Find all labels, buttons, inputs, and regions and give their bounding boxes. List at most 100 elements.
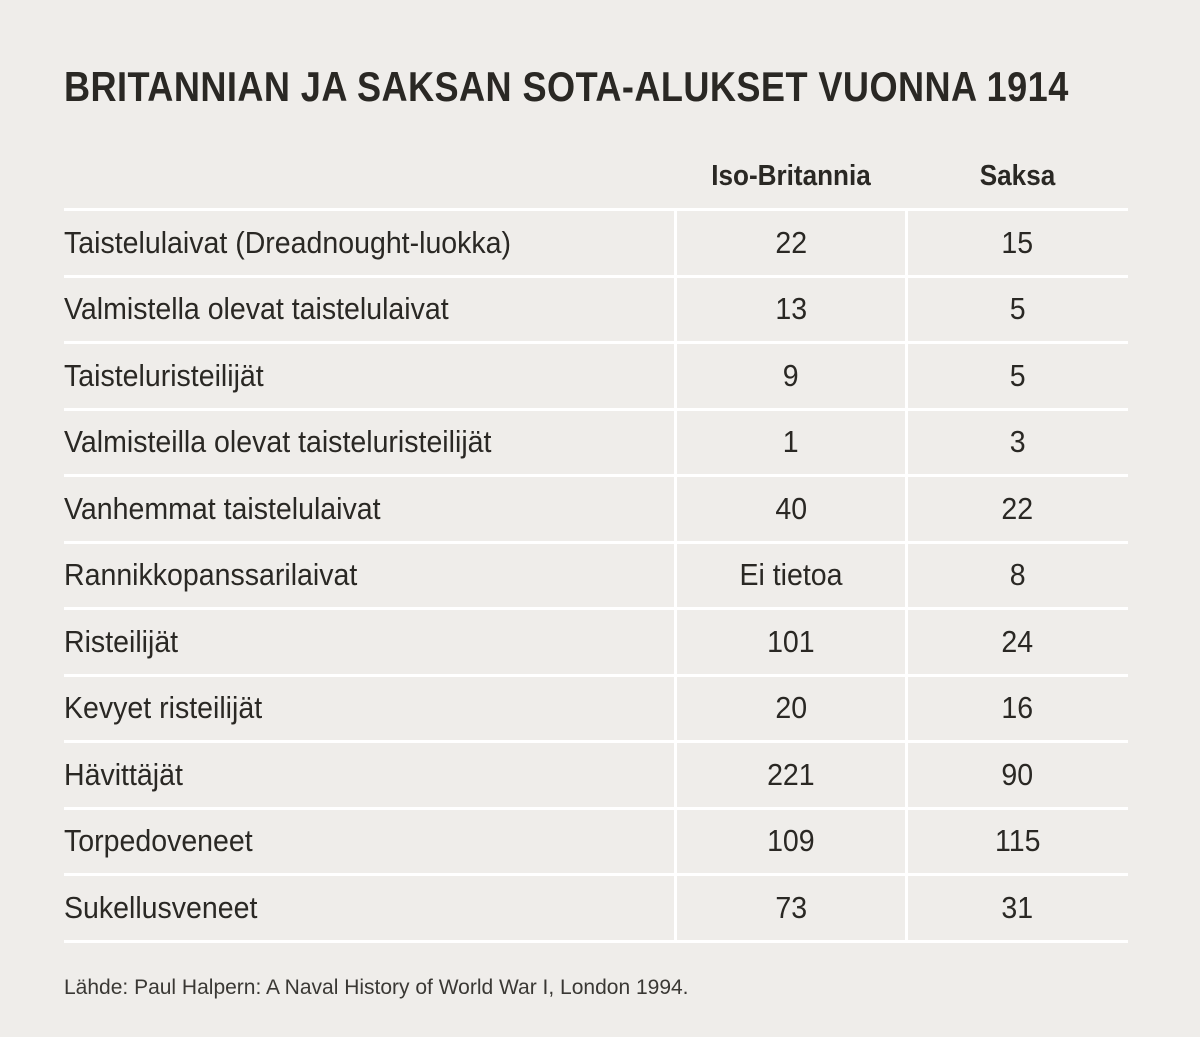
cell-iso-britannia-value: 22 <box>775 224 807 260</box>
row-divider <box>64 341 1128 344</box>
column-header-saksa: Saksa <box>979 160 1056 192</box>
cell-saksa: 90 <box>907 743 1128 807</box>
column-divider <box>674 410 677 474</box>
cell-saksa: 24 <box>907 610 1128 674</box>
cell-saksa-value: 5 <box>1009 291 1026 327</box>
column-divider <box>674 344 677 408</box>
column-divider <box>674 477 677 541</box>
column-divider <box>674 809 677 873</box>
cell-iso-britannia: 9 <box>676 344 906 408</box>
row-label-text: Sukellusveneet <box>64 889 258 925</box>
cell-iso-britannia: 221 <box>676 743 906 807</box>
row-label-text: Kevyet risteilijät <box>64 690 263 726</box>
cell-saksa: 3 <box>907 411 1128 475</box>
column-divider <box>674 610 677 674</box>
cell-iso-britannia: 20 <box>676 677 906 741</box>
cell-saksa-value: 3 <box>1009 424 1026 460</box>
cell-iso-britannia: Ei tietoa <box>676 544 906 608</box>
column-divider <box>674 543 677 607</box>
cell-saksa-value: 24 <box>1001 623 1034 659</box>
row-divider <box>64 474 1128 477</box>
row-label: Valmistella olevat taistelulaivat <box>64 278 674 342</box>
row-label: Vanhemmat taistelulaivat <box>64 477 674 541</box>
row-label: Hävittäjät <box>64 743 674 807</box>
row-label-text: Valmistella olevat taistelulaivat <box>64 291 449 327</box>
column-divider <box>674 277 677 341</box>
cell-iso-britannia-value: 20 <box>775 690 807 726</box>
table-row: Taisteluristeilijät 9 5 <box>64 344 1128 408</box>
cell-saksa-value: 31 <box>1001 889 1034 925</box>
table-row: Kevyet risteilijät 20 16 <box>64 676 1128 741</box>
cell-saksa: 5 <box>907 344 1128 408</box>
row-label: Valmisteilla olevat taisteluristeilijät <box>64 411 674 475</box>
row-label: Taisteluristeilijät <box>64 344 674 408</box>
row-label-text: Valmisteilla olevat taisteluristeilijät <box>64 424 492 460</box>
table-row: Valmistella olevat taistelulaivat 13 5 <box>64 277 1128 342</box>
row-label: Rannikkopanssarilaivat <box>64 544 674 608</box>
column-divider <box>905 743 908 807</box>
cell-iso-britannia-value: 109 <box>767 823 815 859</box>
table-row: Hävittäjät 221 90 <box>64 743 1128 807</box>
table-row: Vanhemmat taistelulaivat 40 22 <box>64 477 1128 541</box>
cell-iso-britannia-value: 13 <box>775 291 807 327</box>
column-header-iso-britannia: Iso-Britannia <box>711 160 871 192</box>
cell-saksa-value: 22 <box>1001 490 1034 526</box>
cell-iso-britannia: 109 <box>676 810 906 874</box>
row-divider <box>64 274 1128 278</box>
row-label-text: Taisteluristeilijät <box>64 357 264 393</box>
column-divider <box>905 344 908 408</box>
column-divider <box>905 410 908 474</box>
cell-iso-britannia-value: 9 <box>783 357 799 393</box>
row-label-text: Vanhemmat taistelulaivat <box>64 490 381 526</box>
column-divider <box>905 477 908 541</box>
cell-iso-britannia-value: 221 <box>767 756 815 792</box>
cell-saksa: 8 <box>907 544 1128 608</box>
row-label: Torpedoveneet <box>64 810 674 874</box>
cell-saksa-value: 5 <box>1009 357 1026 393</box>
cell-saksa: 115 <box>907 810 1128 874</box>
table-row: Torpedoveneet 109 115 <box>64 809 1128 874</box>
column-divider <box>674 211 677 275</box>
source-note: Lähde: Paul Halpern: A Naval History of … <box>64 976 689 999</box>
column-divider <box>905 211 908 275</box>
row-label: Kevyet risteilijät <box>64 677 674 741</box>
cell-saksa: 31 <box>907 876 1128 940</box>
column-divider <box>674 876 677 940</box>
cell-saksa-value: 115 <box>994 823 1041 859</box>
table-body: Taistelulaivat (Dreadnought-luokka) 22 15 V… <box>64 211 1128 943</box>
table-row: Risteilijät 101 24 <box>64 610 1128 674</box>
column-divider <box>905 610 908 674</box>
cell-iso-britannia: 13 <box>676 278 906 342</box>
cell-iso-britannia-value: Ei tietoa <box>739 557 843 593</box>
row-label-text: Taistelulaivat (Dreadnought-luokka) <box>64 224 512 260</box>
row-divider <box>64 540 1128 544</box>
table-row: Sukellusveneet 73 31 <box>64 876 1128 940</box>
cell-iso-britannia-value: 1 <box>783 424 799 460</box>
cell-saksa-value: 8 <box>1009 557 1026 593</box>
table-header-row: Iso-Britannia Saksa <box>64 140 1128 208</box>
column-divider <box>905 277 908 341</box>
cell-saksa: 16 <box>907 677 1128 741</box>
cell-saksa-value: 15 <box>1001 224 1034 260</box>
data-table: Iso-Britannia Saksa Taistelulaivat (Drea… <box>64 140 1128 943</box>
row-divider <box>64 673 1128 677</box>
row-label-text: Torpedoveneet <box>64 823 253 859</box>
column-divider <box>674 676 677 740</box>
header-divider <box>64 208 1128 211</box>
row-label: Taistelulaivat (Dreadnought-luokka) <box>64 211 674 275</box>
table-title: BRITANNIAN JA SAKSAN SOTA-ALUKSET VUONNA… <box>64 63 1069 110</box>
column-divider <box>905 809 908 873</box>
cell-saksa: 22 <box>907 477 1128 541</box>
cell-iso-britannia: 101 <box>676 610 906 674</box>
row-label-text: Hävittäjät <box>64 756 183 792</box>
column-divider <box>905 543 908 607</box>
row-divider <box>64 873 1128 876</box>
row-label-text: Rannikkopanssarilaivat <box>64 557 358 593</box>
column-divider <box>905 876 908 940</box>
column-divider <box>674 743 677 807</box>
cell-iso-britannia: 1 <box>676 411 906 475</box>
row-label: Risteilijät <box>64 610 674 674</box>
table-row: Rannikkopanssarilaivat Ei tietoa 8 <box>64 543 1128 608</box>
table-row: Valmisteilla olevat taisteluristeilijät 1… <box>64 410 1128 475</box>
row-divider <box>64 607 1128 610</box>
